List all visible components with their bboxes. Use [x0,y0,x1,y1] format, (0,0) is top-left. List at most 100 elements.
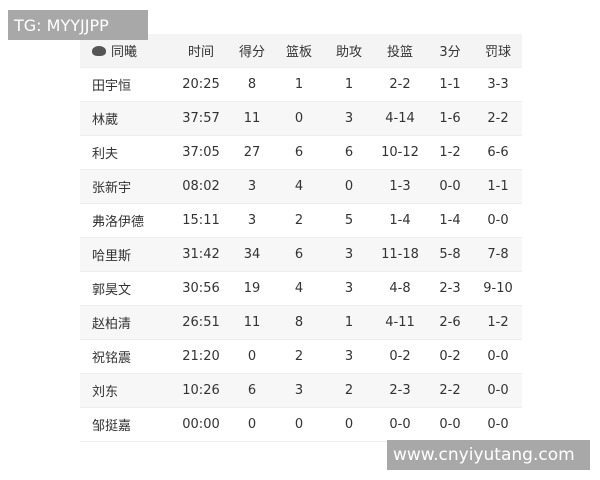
table-row: 邹挺嘉 00:00 0 0 0 0-0 0-0 0-0 [80,408,522,442]
stat-cell: 2-3 [389,383,411,398]
stat-cell: 10-12 [381,145,419,160]
table-row: 郭昊文 30:56 19 4 3 4-8 2-3 9-10 [80,272,522,306]
stat-cell: 4-11 [385,315,415,330]
team-name: 同曦 [111,45,138,60]
stat-cell: 3 [344,349,354,364]
table-row: 哈里斯 31:42 34 6 3 11-18 5-8 7-8 [80,238,522,272]
stat-cell: 08:02 [182,179,220,194]
stat-cell: 0 [294,417,304,432]
stat-cell: 20:25 [182,77,220,92]
watermark-bottom: www.cnyiyutang.com [387,440,590,470]
table-row: 田宇恒 20:25 8 1 1 2-2 1-1 3-3 [80,68,522,102]
stat-cell: 6 [344,145,354,160]
stat-cell: 1-1 [487,179,509,194]
stat-cell: 6 [247,383,257,398]
stat-cell: 2-2 [389,77,411,92]
player-name: 郭昊文 [92,283,132,298]
team-logo-icon [92,45,106,56]
stat-cell: 0-0 [487,349,509,364]
stat-cell: 5 [344,213,354,228]
player-name: 田宇恒 [92,79,132,94]
stat-cell: 9-10 [483,281,513,296]
player-name: 利夫 [92,147,119,162]
table-row: 利夫 37:05 27 6 6 10-12 1-2 6-6 [80,136,522,170]
stat-cell: 4 [294,179,304,194]
stat-cell: 3 [344,281,354,296]
stat-cell: 3 [344,111,354,126]
player-name: 林葳 [92,113,119,128]
stat-cell: 0-0 [487,383,509,398]
stat-cell: 8 [294,315,304,330]
box-score-table: 同曦 时间 得分 篮板 助攻 投篮 3分 罚球 田宇恒 20:25 8 1 1 2-2 1-… [80,34,522,442]
player-name: 张新宇 [92,181,132,196]
stat-cell: 7-8 [487,247,509,262]
player-name: 弗洛伊德 [92,215,145,230]
stat-cell: 15:11 [182,213,220,228]
col-header: 罚球 [484,45,511,60]
stat-cell: 0-2 [439,349,461,364]
col-header: 助攻 [335,45,362,60]
stat-cell: 4 [294,281,304,296]
table-row: 弗洛伊德 15:11 3 2 5 1-4 1-4 0-0 [80,204,522,238]
stat-cell: 6-6 [487,145,509,160]
stat-cell: 00:00 [182,417,220,432]
stat-cell: 6 [294,145,304,160]
table-row: 林葳 37:57 11 0 3 4-14 1-6 2-2 [80,102,522,136]
stat-cell: 3-3 [487,77,509,92]
col-header: 得分 [238,45,265,60]
stat-cell: 1-6 [439,111,461,126]
table-row: 祝铭震 21:20 0 2 3 0-2 0-2 0-0 [80,340,522,374]
stat-cell: 2 [294,213,304,228]
player-name: 刘东 [92,385,119,400]
stat-cell: 2-3 [439,281,461,296]
stat-cell: 3 [247,179,257,194]
table-row: 刘东 10:26 6 3 2 2-3 2-2 0-0 [80,374,522,408]
stat-cell: 37:57 [182,111,220,126]
player-name: 祝铭震 [92,351,132,366]
stat-cell: 6 [294,247,304,262]
stat-cell: 37:05 [182,145,220,160]
stat-cell: 0 [344,179,354,194]
watermark-top: TG: MYYJJPP [8,10,148,40]
col-header: 投篮 [386,45,413,60]
table-header: 同曦 时间 得分 篮板 助攻 投篮 3分 罚球 [80,34,522,68]
table-row: 赵柏清 26:51 11 8 1 4-11 2-6 1-2 [80,306,522,340]
stat-cell: 3 [344,247,354,262]
stat-cell: 3 [247,213,257,228]
stat-cell: 2-6 [439,315,461,330]
stat-cell: 0-2 [389,349,411,364]
stat-cell: 1-2 [487,315,509,330]
stat-cell: 2-2 [487,111,509,126]
col-header: 3分 [439,45,461,60]
stat-cell: 0 [344,417,354,432]
stat-cell: 0-0 [487,417,509,432]
stat-cell: 0-0 [439,179,461,194]
stat-cell: 2 [294,349,304,364]
stat-cell: 1-1 [439,77,461,92]
player-name: 哈里斯 [92,249,132,264]
stat-cell: 26:51 [182,315,220,330]
stat-cell: 11 [243,111,261,126]
stat-cell: 1-4 [439,213,461,228]
stat-cell: 1-4 [389,213,411,228]
stat-cell: 1 [344,315,354,330]
stat-cell: 0-0 [487,213,509,228]
stat-cell: 34 [243,247,261,262]
stat-cell: 30:56 [182,281,220,296]
stat-cell: 3 [294,383,304,398]
stat-cell: 0-0 [389,417,411,432]
stat-cell: 1-2 [439,145,461,160]
stat-cell: 21:20 [182,349,220,364]
stat-cell: 0 [247,417,257,432]
stat-cell: 1 [344,77,354,92]
stat-cell: 11 [243,315,261,330]
stat-cell: 8 [247,77,257,92]
team-header: 同曦 [80,41,172,60]
stat-cell: 27 [243,145,261,160]
col-header: 篮板 [285,45,312,60]
stat-cell: 5-8 [439,247,461,262]
stat-cell: 1 [294,77,304,92]
col-header: 时间 [187,45,214,60]
stat-cell: 4-14 [385,111,415,126]
table-row: 张新宇 08:02 3 4 0 1-3 0-0 1-1 [80,170,522,204]
